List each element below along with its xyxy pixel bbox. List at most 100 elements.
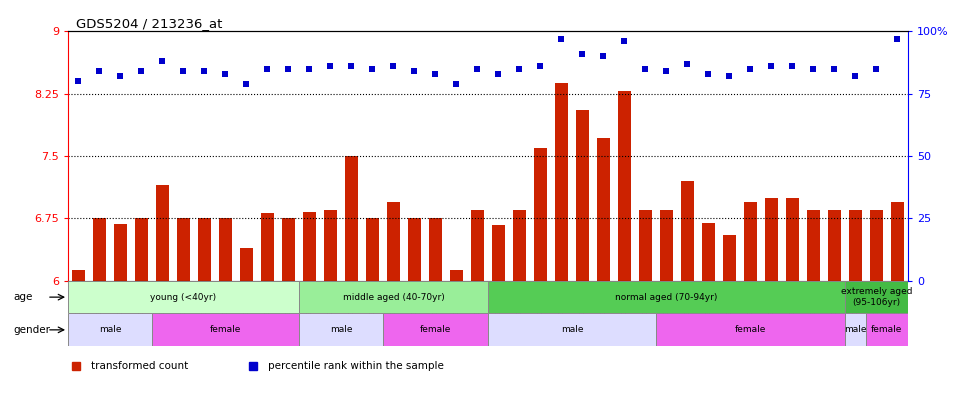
Bar bbox=[639, 210, 653, 281]
Bar bbox=[849, 210, 862, 281]
Bar bbox=[744, 202, 757, 281]
Bar bbox=[282, 218, 295, 281]
Point bbox=[322, 63, 338, 70]
Point bbox=[533, 63, 549, 70]
Text: male: male bbox=[99, 325, 121, 334]
Point bbox=[71, 78, 86, 84]
Bar bbox=[866, 314, 908, 346]
Bar bbox=[596, 138, 610, 281]
Bar bbox=[299, 281, 488, 314]
Point bbox=[407, 68, 422, 75]
Point bbox=[449, 81, 464, 87]
Point bbox=[134, 68, 150, 75]
Point bbox=[218, 71, 233, 77]
Point bbox=[848, 73, 863, 79]
Point bbox=[575, 51, 590, 57]
Bar bbox=[845, 281, 908, 314]
Point bbox=[595, 53, 611, 59]
Text: age: age bbox=[14, 292, 33, 302]
Bar bbox=[383, 314, 487, 346]
Bar bbox=[240, 248, 253, 281]
Bar bbox=[408, 218, 421, 281]
Bar bbox=[450, 270, 463, 281]
Bar bbox=[92, 219, 106, 281]
Text: normal aged (70-94yr): normal aged (70-94yr) bbox=[616, 293, 718, 302]
Point bbox=[259, 66, 275, 72]
Text: gender: gender bbox=[14, 325, 50, 335]
Bar bbox=[534, 148, 548, 281]
Bar bbox=[488, 281, 845, 314]
Bar bbox=[656, 314, 845, 346]
Point bbox=[721, 73, 737, 79]
Point bbox=[512, 66, 527, 72]
Bar bbox=[890, 202, 904, 281]
Point bbox=[658, 68, 674, 75]
Bar bbox=[786, 198, 799, 281]
Point bbox=[197, 68, 213, 75]
Point bbox=[176, 68, 191, 75]
Bar bbox=[155, 185, 169, 281]
Bar bbox=[114, 224, 127, 281]
Bar bbox=[68, 281, 299, 314]
Point bbox=[281, 66, 296, 72]
Bar bbox=[198, 218, 212, 281]
Bar bbox=[68, 314, 152, 346]
Point bbox=[490, 71, 506, 77]
Bar bbox=[218, 218, 232, 281]
Point bbox=[743, 66, 758, 72]
Bar bbox=[303, 212, 317, 281]
Bar bbox=[870, 210, 884, 281]
Bar bbox=[135, 218, 149, 281]
Text: female: female bbox=[735, 325, 766, 334]
Point bbox=[617, 38, 632, 44]
Bar bbox=[722, 235, 736, 281]
Point bbox=[365, 66, 381, 72]
Bar bbox=[471, 210, 485, 281]
Text: percentile rank within the sample: percentile rank within the sample bbox=[268, 360, 444, 371]
Text: male: male bbox=[560, 325, 584, 334]
Text: transformed count: transformed count bbox=[91, 360, 188, 371]
Text: GDS5204 / 213236_at: GDS5204 / 213236_at bbox=[77, 17, 222, 30]
Bar bbox=[764, 198, 778, 281]
Bar bbox=[576, 110, 589, 281]
Point bbox=[826, 66, 842, 72]
Text: male: male bbox=[330, 325, 352, 334]
Bar bbox=[845, 314, 866, 346]
Point bbox=[553, 36, 569, 42]
Point bbox=[889, 36, 905, 42]
Point bbox=[638, 66, 653, 72]
Point bbox=[344, 63, 359, 70]
Point bbox=[427, 71, 443, 77]
Point bbox=[785, 63, 800, 70]
Bar bbox=[386, 202, 400, 281]
Point bbox=[869, 66, 885, 72]
Point bbox=[763, 63, 779, 70]
Bar bbox=[618, 91, 631, 281]
Text: female: female bbox=[210, 325, 241, 334]
Point bbox=[470, 66, 486, 72]
Text: female: female bbox=[419, 325, 452, 334]
Text: extremely aged
(95-106yr): extremely aged (95-106yr) bbox=[841, 287, 912, 307]
Bar bbox=[659, 210, 673, 281]
Bar bbox=[260, 213, 274, 281]
Bar bbox=[428, 218, 442, 281]
Text: young (<40yr): young (<40yr) bbox=[151, 293, 217, 302]
Point bbox=[302, 66, 318, 72]
Bar bbox=[554, 83, 568, 281]
Point bbox=[239, 81, 254, 87]
Point bbox=[385, 63, 401, 70]
Bar bbox=[491, 225, 505, 281]
Bar bbox=[807, 210, 820, 281]
Bar bbox=[827, 210, 841, 281]
Bar bbox=[702, 222, 716, 281]
Bar bbox=[72, 270, 85, 281]
Bar bbox=[152, 314, 299, 346]
Point bbox=[91, 68, 107, 75]
Point bbox=[701, 71, 717, 77]
Bar bbox=[323, 210, 337, 281]
Text: middle aged (40-70yr): middle aged (40-70yr) bbox=[343, 293, 445, 302]
Bar bbox=[366, 218, 380, 281]
Text: male: male bbox=[844, 325, 867, 334]
Bar bbox=[513, 210, 526, 281]
Point bbox=[154, 58, 170, 64]
